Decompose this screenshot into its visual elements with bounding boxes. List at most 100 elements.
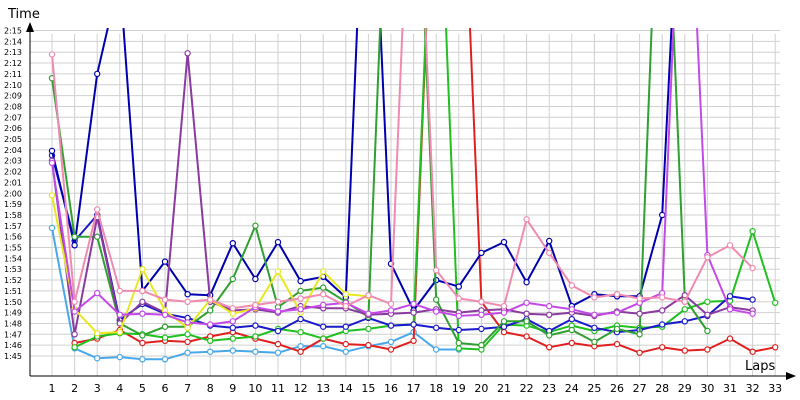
x-tick-label: 27 (633, 382, 647, 395)
data-point (184, 324, 191, 331)
data-point (387, 300, 395, 308)
series-line (51, 52, 753, 336)
series-5 (48, 28, 673, 314)
x-tick-label: 1 (49, 382, 56, 395)
data-point (116, 311, 124, 318)
y-tick-label: 1:55 (4, 244, 22, 253)
data-point (139, 287, 146, 295)
data-point (229, 310, 236, 317)
x-tick-label: 18 (429, 382, 443, 395)
data-point (546, 302, 553, 310)
y-tick-label: 1:54 (4, 254, 22, 263)
data-point (704, 298, 711, 305)
data-point (546, 344, 553, 351)
data-point (613, 325, 621, 333)
data-point (636, 310, 643, 317)
data-point (500, 309, 508, 316)
data-point (139, 310, 146, 317)
data-point (568, 326, 576, 334)
data-point (523, 299, 530, 306)
data-point (184, 319, 191, 326)
x-tick-label: 3 (94, 382, 101, 395)
x-tick-label: 15 (361, 382, 375, 395)
data-point (500, 323, 508, 330)
series-10 (48, 28, 756, 312)
data-point (48, 147, 56, 155)
data-point (297, 306, 304, 313)
data-point (659, 344, 666, 351)
data-point (274, 308, 282, 315)
x-tick-label: 29 (678, 382, 692, 395)
data-point (229, 275, 236, 283)
y-tick-label: 2:15 (4, 27, 22, 36)
data-point (659, 294, 666, 301)
data-point (93, 289, 101, 297)
data-point (274, 327, 282, 335)
data-point (546, 332, 553, 339)
data-point (433, 324, 440, 331)
data-point (704, 327, 711, 335)
data-point (726, 335, 734, 342)
data-point (546, 311, 553, 318)
data-point (523, 279, 530, 286)
data-point (749, 227, 756, 235)
data-point (365, 292, 372, 299)
data-point (161, 334, 169, 341)
x-tick-label: 2 (71, 382, 78, 395)
data-point (591, 324, 598, 331)
data-point (523, 333, 530, 340)
data-point (749, 348, 756, 355)
data-point (591, 311, 598, 318)
y-tick-label: 2:01 (4, 178, 22, 187)
data-point (297, 277, 304, 285)
y-tick-label: 1:51 (4, 287, 22, 296)
y-tick-label: 1:52 (4, 276, 22, 285)
x-tick-label: 8 (207, 382, 214, 395)
data-point (681, 298, 689, 305)
x-tick-label: 24 (565, 382, 579, 395)
data-point (48, 159, 56, 167)
data-point (184, 349, 191, 356)
data-point (320, 291, 327, 298)
data-point (320, 335, 327, 342)
data-point (320, 323, 327, 330)
data-point (365, 325, 372, 333)
y-tick-label: 2:09 (4, 92, 22, 101)
data-point (116, 328, 124, 336)
data-point (229, 318, 236, 325)
data-point (229, 324, 236, 331)
data-point (433, 308, 440, 315)
data-point (206, 337, 214, 344)
y-tick-label: 1:47 (4, 330, 22, 339)
data-point (387, 307, 395, 314)
series-line (51, 155, 753, 334)
data-point (48, 192, 56, 199)
y-tick-label: 2:11 (4, 70, 22, 79)
data-point (206, 321, 214, 328)
x-axis-title: Laps (745, 359, 775, 374)
x-tick-label: 26 (610, 382, 624, 395)
data-point (297, 287, 304, 295)
data-point (772, 344, 779, 351)
data-point (161, 323, 169, 330)
data-point (252, 275, 259, 283)
data-point (274, 238, 282, 246)
y-tick-label: 1:50 (4, 298, 22, 307)
data-point (93, 70, 101, 78)
x-tick-label: 7 (184, 382, 191, 395)
data-point (229, 347, 236, 354)
data-point (139, 332, 146, 339)
data-point (297, 348, 304, 355)
data-point (636, 349, 643, 356)
data-point (726, 242, 734, 249)
data-point (252, 322, 259, 329)
y-tick-label: 1:46 (4, 341, 22, 350)
y-tick-label: 2:03 (4, 157, 22, 166)
series-line (51, 28, 673, 312)
data-point (500, 328, 508, 336)
data-point (342, 302, 349, 310)
data-point (433, 296, 440, 303)
series-line (51, 28, 709, 347)
data-point (568, 315, 576, 323)
data-point (387, 322, 395, 329)
